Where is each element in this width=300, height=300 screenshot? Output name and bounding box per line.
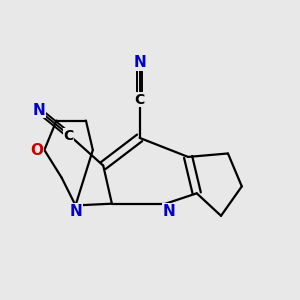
Text: N: N (33, 103, 46, 118)
Text: C: C (64, 129, 74, 143)
Text: O: O (30, 142, 43, 158)
Text: C: C (134, 93, 145, 107)
Text: N: N (69, 204, 82, 219)
Text: N: N (163, 204, 176, 219)
Text: N: N (133, 55, 146, 70)
